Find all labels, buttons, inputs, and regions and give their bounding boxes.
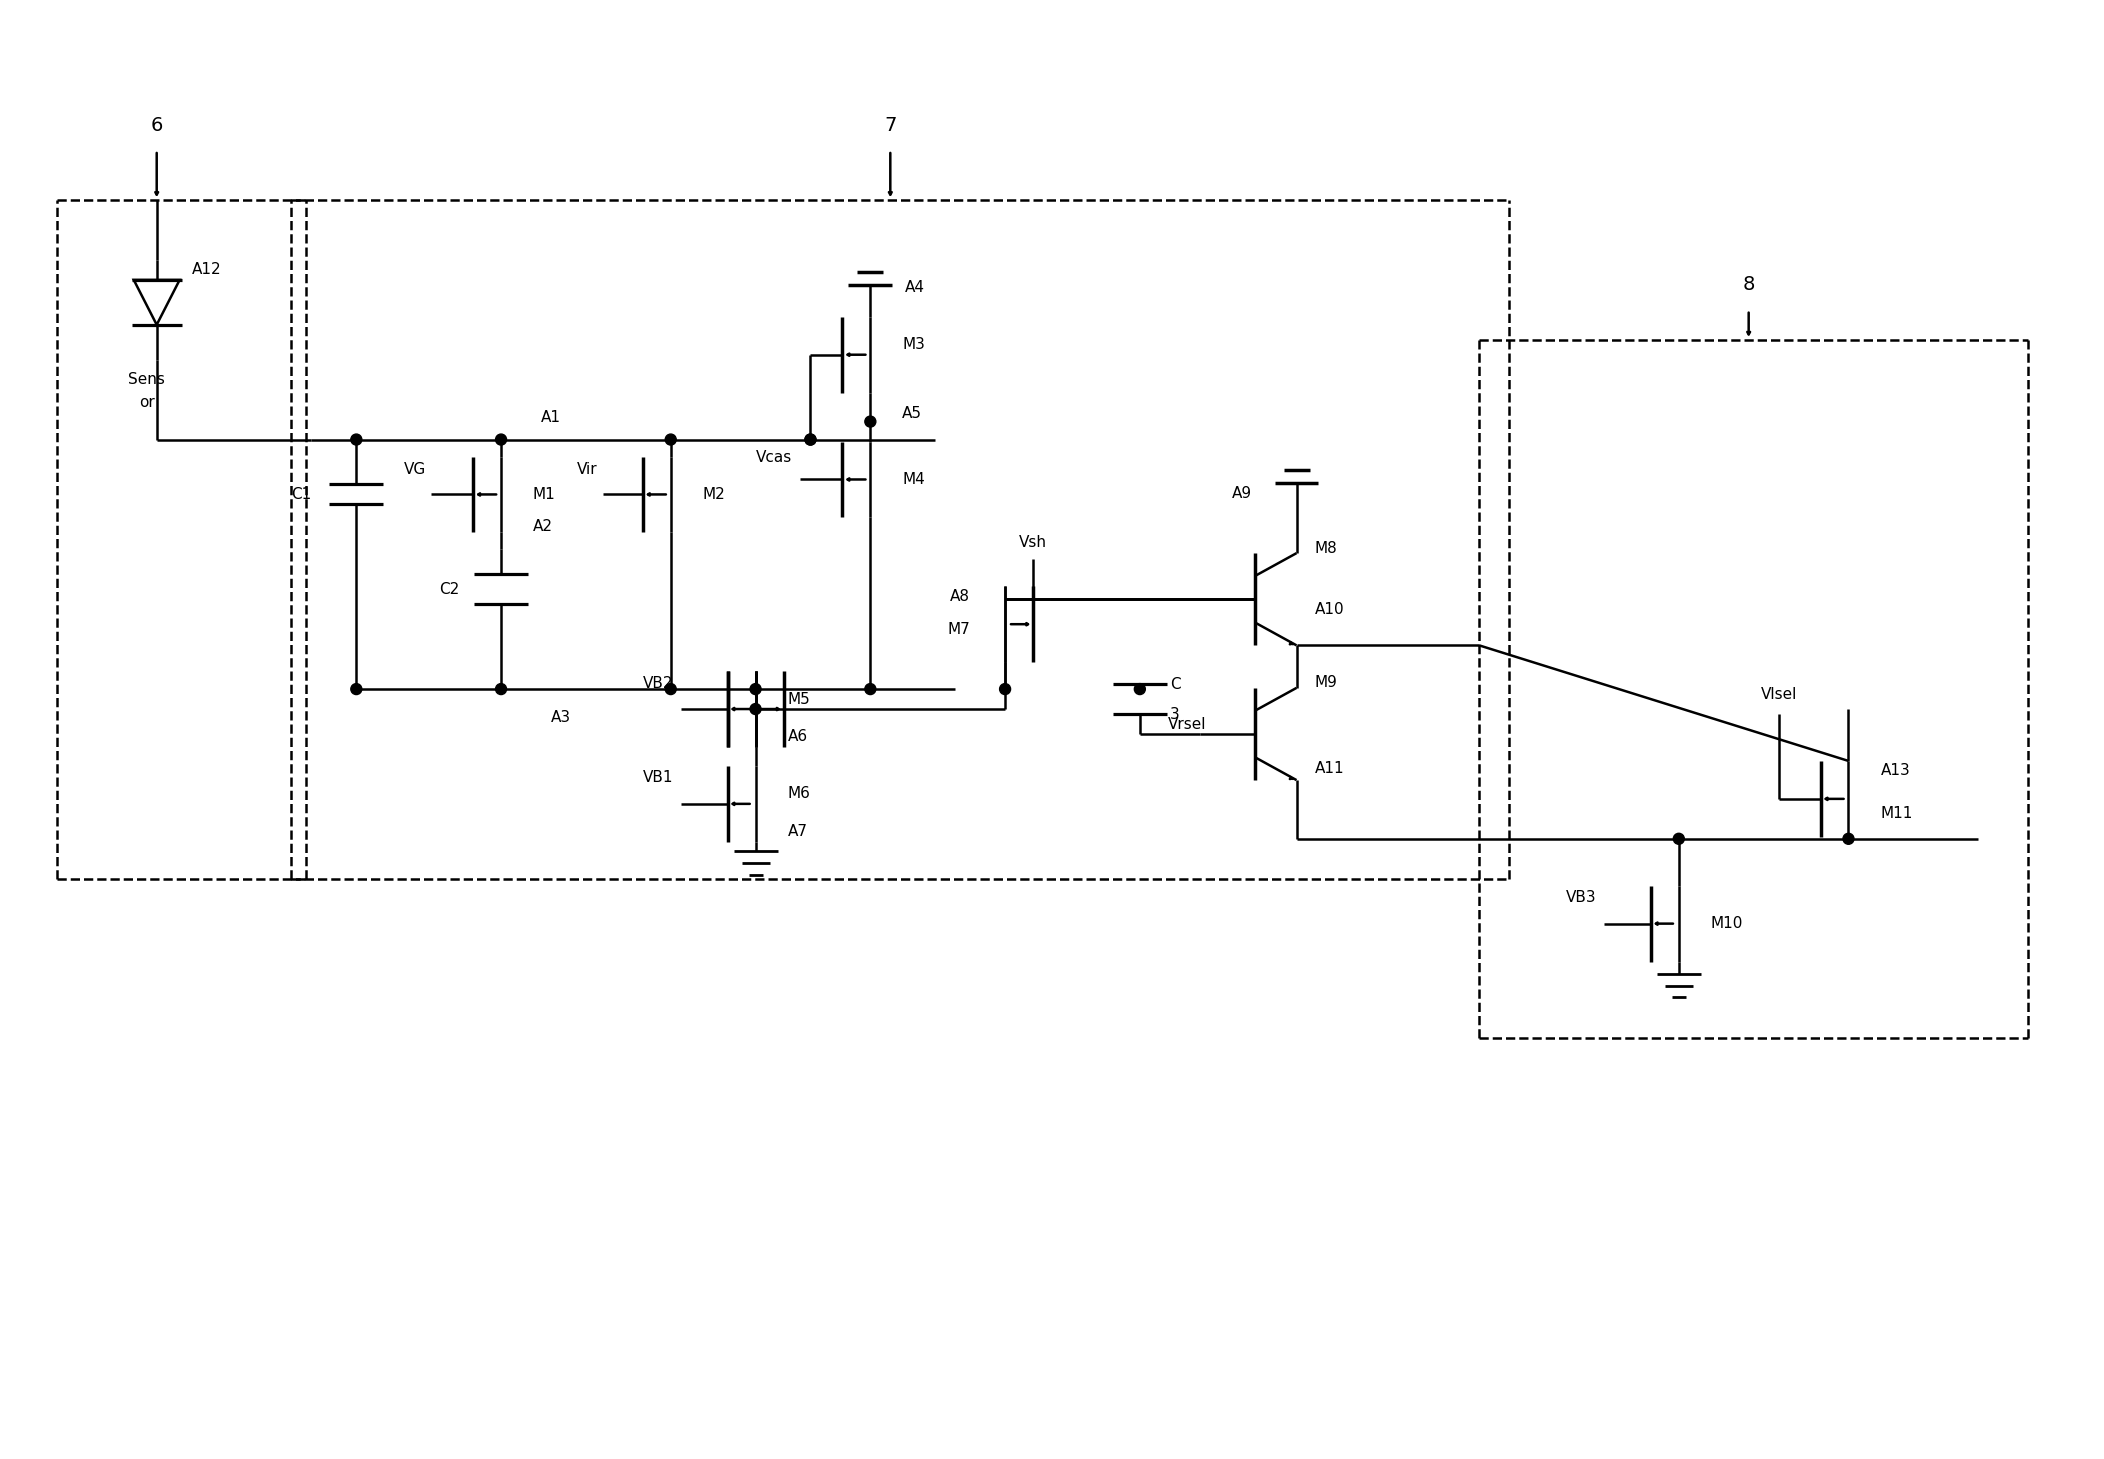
Circle shape (1673, 833, 1685, 845)
Text: A5: A5 (903, 406, 922, 422)
Text: or: or (139, 395, 154, 410)
Text: VB3: VB3 (1565, 890, 1597, 905)
Text: M3: M3 (903, 337, 926, 352)
Text: M11: M11 (1881, 807, 1913, 821)
Text: Vsh: Vsh (1018, 535, 1048, 550)
Text: M7: M7 (947, 622, 970, 636)
Circle shape (497, 435, 507, 445)
Text: A8: A8 (951, 589, 970, 604)
Circle shape (806, 435, 816, 445)
Text: 6: 6 (151, 115, 162, 134)
Text: Vrsel: Vrsel (1168, 716, 1208, 731)
Circle shape (806, 435, 816, 445)
Text: C2: C2 (440, 582, 459, 597)
Circle shape (999, 684, 1010, 694)
Text: M9: M9 (1315, 676, 1338, 690)
Text: 3: 3 (1170, 706, 1180, 722)
Circle shape (1843, 833, 1854, 845)
Text: A3: A3 (551, 709, 570, 725)
Text: Vlsel: Vlsel (1761, 687, 1797, 702)
Text: A10: A10 (1315, 601, 1344, 617)
Text: Vir: Vir (576, 463, 598, 477)
Text: M5: M5 (787, 692, 810, 706)
Text: M1: M1 (532, 487, 555, 502)
Text: A6: A6 (787, 730, 808, 744)
Text: A9: A9 (1231, 486, 1252, 500)
Text: C1: C1 (290, 487, 311, 502)
Text: VB2: VB2 (644, 676, 673, 690)
Circle shape (749, 684, 762, 694)
Text: A12: A12 (191, 263, 221, 277)
Text: A4: A4 (905, 280, 926, 295)
Text: VG: VG (404, 463, 427, 477)
Circle shape (865, 684, 875, 694)
Text: M2: M2 (703, 487, 726, 502)
Text: M10: M10 (1711, 916, 1742, 931)
Text: Sens: Sens (128, 372, 166, 387)
Text: C: C (1170, 677, 1180, 692)
Circle shape (497, 684, 507, 694)
Circle shape (1134, 684, 1145, 694)
Circle shape (665, 435, 675, 445)
Text: Vcas: Vcas (755, 449, 793, 465)
Text: A7: A7 (787, 824, 808, 839)
Circle shape (351, 435, 362, 445)
Text: M4: M4 (903, 471, 926, 487)
Circle shape (749, 703, 762, 715)
Text: 8: 8 (1742, 276, 1755, 295)
Circle shape (865, 416, 875, 427)
Text: A2: A2 (532, 519, 553, 534)
Text: M8: M8 (1315, 541, 1338, 556)
Text: A1: A1 (541, 410, 562, 425)
Text: M6: M6 (787, 786, 810, 801)
Text: VB1: VB1 (644, 770, 673, 785)
Circle shape (351, 684, 362, 694)
Text: A13: A13 (1881, 763, 1910, 779)
Text: A11: A11 (1315, 762, 1344, 776)
Text: 7: 7 (884, 115, 896, 134)
Circle shape (665, 684, 675, 694)
